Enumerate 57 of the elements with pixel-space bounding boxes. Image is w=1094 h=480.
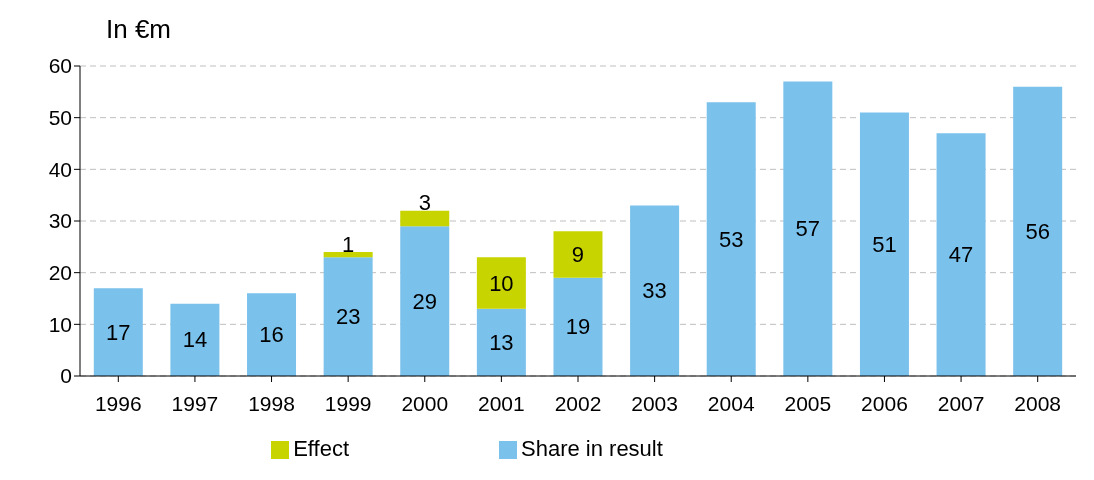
x-tick-label: 1999 [324,391,372,415]
data-label: 23 [335,304,361,330]
y-tick-label: 10 [48,312,72,336]
x-tick-label: 2000 [401,391,449,415]
bar [783,81,833,376]
y-axis-title: In €m [106,14,172,45]
data-label: 19 [565,314,591,340]
bar [323,257,373,376]
bar [170,303,220,376]
data-label: 56 [1025,218,1050,244]
bar [400,226,450,376]
x-tick-label: 2001 [478,391,525,415]
data-label: 51 [872,231,897,257]
x-tick-label: 2003 [631,391,678,415]
bar [247,293,297,376]
data-label: 17 [106,319,131,345]
data-label: 13 [489,329,514,355]
bar [706,102,756,376]
data-label: 47 [948,242,974,268]
x-tick-label: 1997 [171,391,219,415]
bar [1013,86,1063,376]
x-tick-label: 2008 [1014,391,1062,415]
data-label: 1 [342,231,355,257]
data-label: 29 [412,288,437,314]
y-tick-label: 50 [48,106,72,130]
bar [553,277,603,376]
data-label: 16 [259,322,284,348]
legend-label: Effect [293,436,349,461]
bar [476,257,526,309]
bar [553,231,603,278]
x-tick-label: 2006 [861,391,908,415]
legend-label: Share in result [521,436,663,461]
data-label: 14 [182,327,208,353]
data-label: 53 [718,226,744,252]
bar [323,252,373,258]
bar [936,133,986,376]
bar [93,288,143,376]
bar [400,210,450,227]
data-label: 10 [489,270,514,296]
x-tick-label: 1998 [248,391,295,415]
bar [859,112,909,376]
y-tick-label: 30 [48,209,72,233]
bar [630,205,680,376]
bar [476,308,526,376]
x-tick-label: 1996 [94,391,142,415]
x-tick-label: 2007 [937,391,985,415]
x-tick-label: 2005 [784,391,832,415]
y-tick-label: 0 [60,364,72,388]
data-label: 3 [418,190,431,216]
x-tick-label: 2002 [554,391,602,415]
data-label: 57 [795,216,821,242]
y-tick-label: 60 [48,54,72,78]
y-tick-label: 20 [48,261,72,285]
x-tick-label: 2004 [707,391,755,415]
data-label: 9 [571,242,585,268]
y-tick-label: 40 [48,157,72,181]
data-label: 33 [642,278,667,304]
